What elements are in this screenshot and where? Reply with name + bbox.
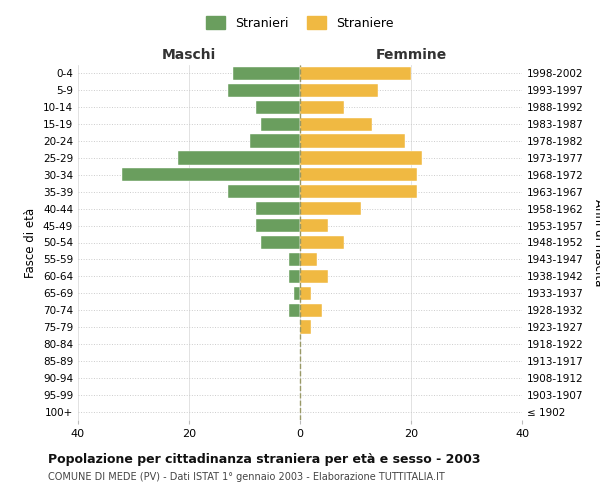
Legend: Stranieri, Straniere: Stranieri, Straniere	[202, 11, 398, 35]
Bar	[300, 134, 406, 147]
Bar	[289, 304, 300, 316]
Bar	[256, 100, 300, 114]
Bar	[300, 67, 411, 80]
Bar	[300, 185, 416, 198]
Bar	[300, 236, 344, 249]
Bar	[300, 270, 328, 283]
Bar	[300, 168, 416, 181]
Text: Popolazione per cittadinanza straniera per età e sesso - 2003: Popolazione per cittadinanza straniera p…	[48, 452, 481, 466]
Bar	[289, 253, 300, 266]
Bar	[300, 84, 378, 97]
Bar	[228, 185, 300, 198]
Text: Maschi: Maschi	[162, 48, 216, 62]
Bar	[300, 152, 422, 164]
Bar	[256, 219, 300, 232]
Bar	[300, 286, 311, 300]
Bar	[300, 118, 372, 131]
Bar	[261, 118, 300, 131]
Bar	[233, 67, 300, 80]
Bar	[250, 134, 300, 147]
Bar	[256, 202, 300, 215]
Text: COMUNE DI MEDE (PV) - Dati ISTAT 1° gennaio 2003 - Elaborazione TUTTITALIA.IT: COMUNE DI MEDE (PV) - Dati ISTAT 1° genn…	[48, 472, 445, 482]
Bar	[122, 168, 300, 181]
Bar	[300, 100, 344, 114]
Bar	[300, 304, 322, 316]
Bar	[300, 253, 317, 266]
Bar	[295, 286, 300, 300]
Bar	[300, 219, 328, 232]
Y-axis label: Fasce di età: Fasce di età	[25, 208, 37, 278]
Bar	[178, 152, 300, 164]
Y-axis label: Anni di nascita: Anni di nascita	[592, 199, 600, 286]
Bar	[300, 320, 311, 334]
Bar	[300, 202, 361, 215]
Bar	[261, 236, 300, 249]
Text: Femmine: Femmine	[376, 48, 446, 62]
Bar	[289, 270, 300, 283]
Bar	[228, 84, 300, 97]
